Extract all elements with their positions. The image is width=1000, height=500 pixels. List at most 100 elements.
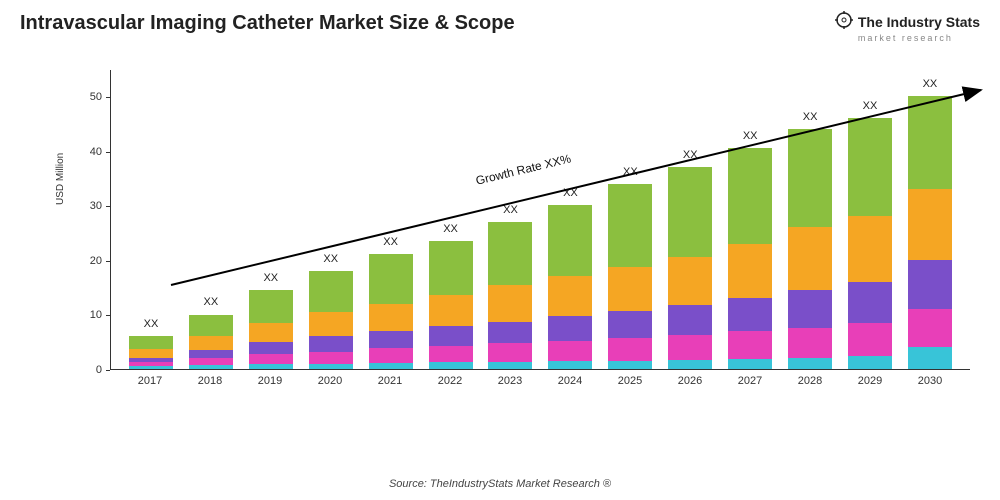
bar-stack <box>668 167 712 369</box>
bar-value-label: XX <box>144 318 159 330</box>
bar-segment <box>908 347 952 369</box>
bar-stack <box>548 205 592 369</box>
bar-segment <box>788 129 832 227</box>
chart-title: Intravascular Imaging Catheter Market Si… <box>20 12 515 35</box>
bar-segment <box>668 167 712 257</box>
y-tick: 0 <box>96 364 102 376</box>
bar-segment <box>488 362 532 369</box>
bar-segment <box>668 360 712 369</box>
bar-column: XX <box>788 129 832 369</box>
x-tick-label: 2030 <box>908 375 952 387</box>
bar-segment <box>548 361 592 369</box>
x-tick-label: 2026 <box>668 375 712 387</box>
bar-column: XX <box>728 148 772 369</box>
x-axis-labels: 2017201820192020202120222023202420252026… <box>110 375 970 387</box>
bar-column: XX <box>488 222 532 369</box>
bar-segment <box>668 305 712 335</box>
bar-column: XX <box>608 184 652 369</box>
bar-segment <box>788 227 832 290</box>
bar-segment <box>129 336 173 349</box>
y-tick: 20 <box>90 255 102 267</box>
bar-stack <box>608 184 652 369</box>
bar-segment <box>429 241 473 296</box>
bar-segment <box>848 118 892 216</box>
bar-segment <box>369 348 413 363</box>
bar-value-label: XX <box>683 149 698 161</box>
y-tick: 30 <box>90 200 102 212</box>
bar-stack <box>488 222 532 369</box>
bar-stack <box>429 241 473 369</box>
bar-segment <box>788 328 832 358</box>
bar-segment <box>189 350 233 358</box>
bar-segment <box>608 338 652 361</box>
bar-segment <box>908 189 952 260</box>
bar-segment <box>189 336 233 350</box>
bar-value-label: XX <box>923 78 938 90</box>
bar-segment <box>249 364 293 369</box>
bar-value-label: XX <box>803 111 818 123</box>
bar-value-label: XX <box>623 166 638 178</box>
bar-segment <box>908 260 952 309</box>
bar-value-label: XX <box>263 272 278 284</box>
bar-stack <box>908 96 952 369</box>
bar-segment <box>608 267 652 311</box>
bar-stack <box>369 254 413 369</box>
y-axis-label: USD Million <box>55 153 66 205</box>
bar-value-label: XX <box>323 253 338 265</box>
bar-segment <box>488 343 532 362</box>
logo-subtext: market research <box>834 33 980 43</box>
bar-column: XX <box>189 314 233 369</box>
bar-segment <box>728 298 772 331</box>
bar-segment <box>369 363 413 369</box>
plot-region: XXXXXXXXXXXXXXXXXXXXXXXXXXXX Growth Rate… <box>110 70 970 370</box>
y-tick-mark <box>106 370 110 371</box>
bar-stack <box>848 118 892 369</box>
x-tick-label: 2020 <box>308 375 352 387</box>
x-tick-label: 2024 <box>548 375 592 387</box>
bar-segment <box>548 316 592 341</box>
bar-segment <box>189 365 233 369</box>
bar-value-label: XX <box>503 204 518 216</box>
logo-text: The Industry Stats <box>858 14 980 30</box>
bar-segment <box>189 315 233 337</box>
bar-column: XX <box>548 205 592 369</box>
x-tick-label: 2021 <box>368 375 412 387</box>
bar-column: XX <box>429 241 473 369</box>
bar-segment <box>369 331 413 348</box>
bar-segment <box>309 312 353 337</box>
x-tick-label: 2029 <box>848 375 892 387</box>
bar-segment <box>249 354 293 364</box>
bar-segment <box>309 364 353 369</box>
bar-segment <box>309 336 353 351</box>
chart-area: USD Million 01020304050 XXXXXXXXXXXXXXXX… <box>70 70 970 420</box>
y-tick: 40 <box>90 146 102 158</box>
x-tick-label: 2017 <box>128 375 172 387</box>
bar-segment <box>429 326 473 346</box>
x-tick-label: 2019 <box>248 375 292 387</box>
bar-value-label: XX <box>743 130 758 142</box>
bar-segment <box>249 342 293 354</box>
bar-segment <box>728 359 772 369</box>
bar-segment <box>429 346 473 362</box>
bar-stack <box>728 148 772 369</box>
bar-value-label: XX <box>443 223 458 235</box>
bar-segment <box>848 216 892 282</box>
bar-column: XX <box>369 254 413 369</box>
y-tick: 50 <box>90 91 102 103</box>
x-tick-label: 2022 <box>428 375 472 387</box>
bar-column: XX <box>309 271 353 369</box>
bar-segment <box>848 282 892 323</box>
bar-segment <box>429 362 473 369</box>
bar-segment <box>488 285 532 322</box>
bar-segment <box>369 254 413 303</box>
bar-stack <box>788 129 832 369</box>
bar-segment <box>249 290 293 323</box>
bar-column: XX <box>249 290 293 369</box>
bar-segment <box>608 311 652 338</box>
bar-stack <box>189 314 233 369</box>
bar-column: XX <box>848 118 892 369</box>
bar-segment <box>129 366 173 369</box>
x-tick-label: 2028 <box>788 375 832 387</box>
bar-segment <box>488 222 532 285</box>
bar-segment <box>369 304 413 331</box>
